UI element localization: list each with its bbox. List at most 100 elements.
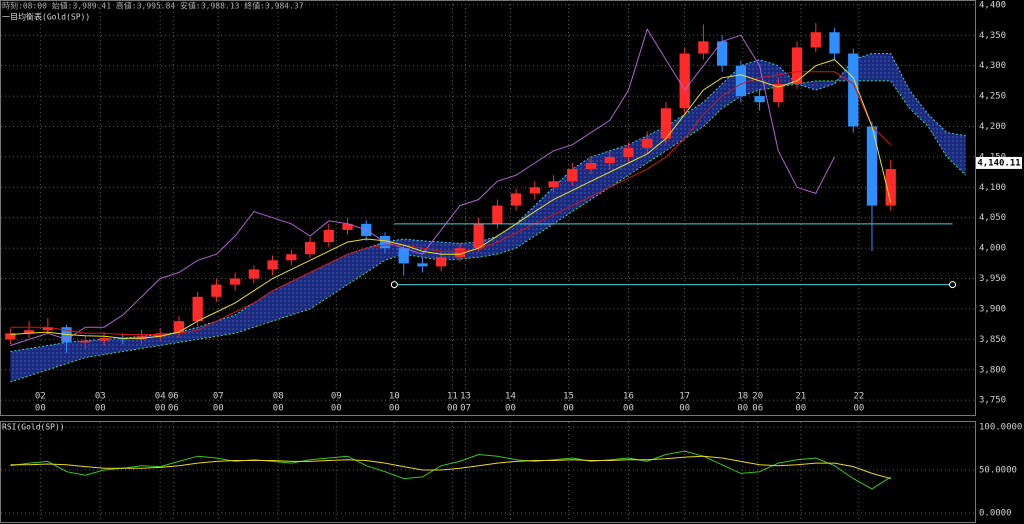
y-tick-label: 4,000 (979, 244, 1006, 254)
y-tick-label: 3,850 (979, 335, 1006, 345)
candle-body (735, 65, 747, 97)
x-tick-sublabel: 00 (795, 404, 806, 414)
candle-body (80, 340, 91, 343)
y-tick-label: 50.0000 (979, 466, 1017, 476)
x-tick-label: 07 (213, 392, 224, 402)
rsi-panel (0, 421, 976, 523)
candle-body (342, 223, 353, 230)
x-tick-sublabel: 00 (95, 404, 106, 414)
y-tick-label: 3,750 (979, 396, 1006, 406)
candle-body (304, 242, 316, 255)
candle-body (23, 330, 35, 334)
indicator-line (10, 71, 892, 335)
y-tick-label: 4,300 (979, 61, 1006, 71)
x-tick-sublabel: 00 (737, 404, 748, 414)
x-tick-label: 17 (679, 392, 690, 402)
last-price-label: 4,140.11 (977, 158, 1020, 168)
rsi-title: RSI(Gold(SP)) (2, 423, 65, 432)
candle-body (567, 169, 578, 182)
candle-body (529, 187, 540, 194)
x-tick-sublabel: 00 (447, 404, 458, 414)
y-tick-label: 100.0000 (979, 423, 1022, 433)
x-tick-sublabel: 00 (273, 404, 284, 414)
candle-body (829, 32, 840, 54)
x-tick-sublabel: 00 (213, 404, 224, 414)
y-tick-label: 3,900 (979, 304, 1006, 314)
candle-body (323, 229, 334, 243)
candle-body (810, 32, 821, 48)
candle-body (510, 193, 522, 206)
y-tick-label: 4,100 (979, 183, 1006, 193)
candle-body (716, 41, 728, 66)
y-tick-label: 4,050 (979, 213, 1006, 223)
indicator-line (10, 80, 966, 383)
x-tick-label: 16 (623, 392, 634, 402)
candle-body (436, 257, 447, 267)
indicator-line (10, 27, 835, 346)
candle-body (585, 162, 597, 170)
x-tick-sublabel: 00 (623, 404, 634, 414)
candle-body (117, 338, 128, 340)
x-tick-label: 09 (331, 392, 342, 402)
candle-body (98, 338, 110, 341)
x-tick-sublabel: 00 (155, 404, 166, 414)
x-tick-label: 13 (460, 392, 471, 402)
candle-body (267, 260, 278, 270)
x-tick-label: 04 (155, 392, 166, 402)
candle-body (773, 83, 784, 103)
candle-body (398, 248, 409, 264)
candle-body (848, 53, 859, 127)
ichimoku-cloud (10, 53, 966, 382)
candle-body (454, 248, 466, 258)
indicator-line (10, 455, 891, 480)
candle-body (548, 181, 559, 188)
x-tick-label: 08 (273, 392, 284, 402)
candle-body (642, 138, 653, 148)
indicator-line (10, 59, 892, 339)
y-tick-label: 4,200 (979, 122, 1006, 132)
x-tick-sublabel: 07 (460, 404, 471, 414)
x-tick-sublabel: 00 (679, 404, 690, 414)
x-tick-label: 15 (563, 392, 574, 402)
x-tick-sublabel: 00 (853, 404, 864, 414)
y-tick-label: 4,250 (979, 92, 1006, 102)
candle-body (229, 278, 241, 285)
candle-body (623, 147, 634, 157)
x-tick-label: 06 (168, 392, 179, 402)
line-endpoint (390, 281, 398, 289)
candle-body (698, 41, 709, 54)
x-tick-sublabel: 00 (331, 404, 342, 414)
candle-body (248, 269, 260, 279)
y-tick-label: 4,350 (979, 31, 1006, 41)
header-info: 時刻:08:00 始値:3,989.41 高値:3,995.84 安値:3,98… (2, 1, 304, 11)
candle-body (192, 296, 203, 322)
main-panel (0, 0, 976, 416)
indicator-line (10, 53, 966, 352)
candle-body (5, 333, 16, 340)
candle-body (473, 223, 484, 249)
x-tick-label: 10 (389, 392, 400, 402)
x-tick-sublabel: 00 (505, 404, 516, 414)
main-title: 一目均衡表(Gold(SP)) (2, 12, 90, 22)
last-price-box (976, 156, 1022, 169)
candle-body (791, 47, 803, 84)
x-tick-sublabel: 06 (168, 404, 179, 414)
candle-body (604, 156, 615, 163)
x-tick-sublabel: 00 (563, 404, 574, 414)
candle-body (885, 169, 896, 206)
x-tick-label: 02 (35, 392, 46, 402)
candle-body (286, 254, 297, 261)
x-tick-label: 14 (505, 392, 516, 402)
y-tick-label: 0.0000 (979, 509, 1012, 519)
line-endpoint (949, 281, 957, 289)
y-tick-label: 3,800 (979, 365, 1006, 375)
candle-body (492, 205, 503, 224)
y-tick-label: 4,400 (979, 0, 1006, 10)
candle-body (417, 263, 428, 267)
x-tick-label: 21 (795, 392, 806, 402)
candle-body (679, 53, 690, 109)
x-tick-label: 20 (752, 392, 763, 402)
candle-body (42, 327, 53, 331)
x-tick-label: 03 (95, 392, 106, 402)
